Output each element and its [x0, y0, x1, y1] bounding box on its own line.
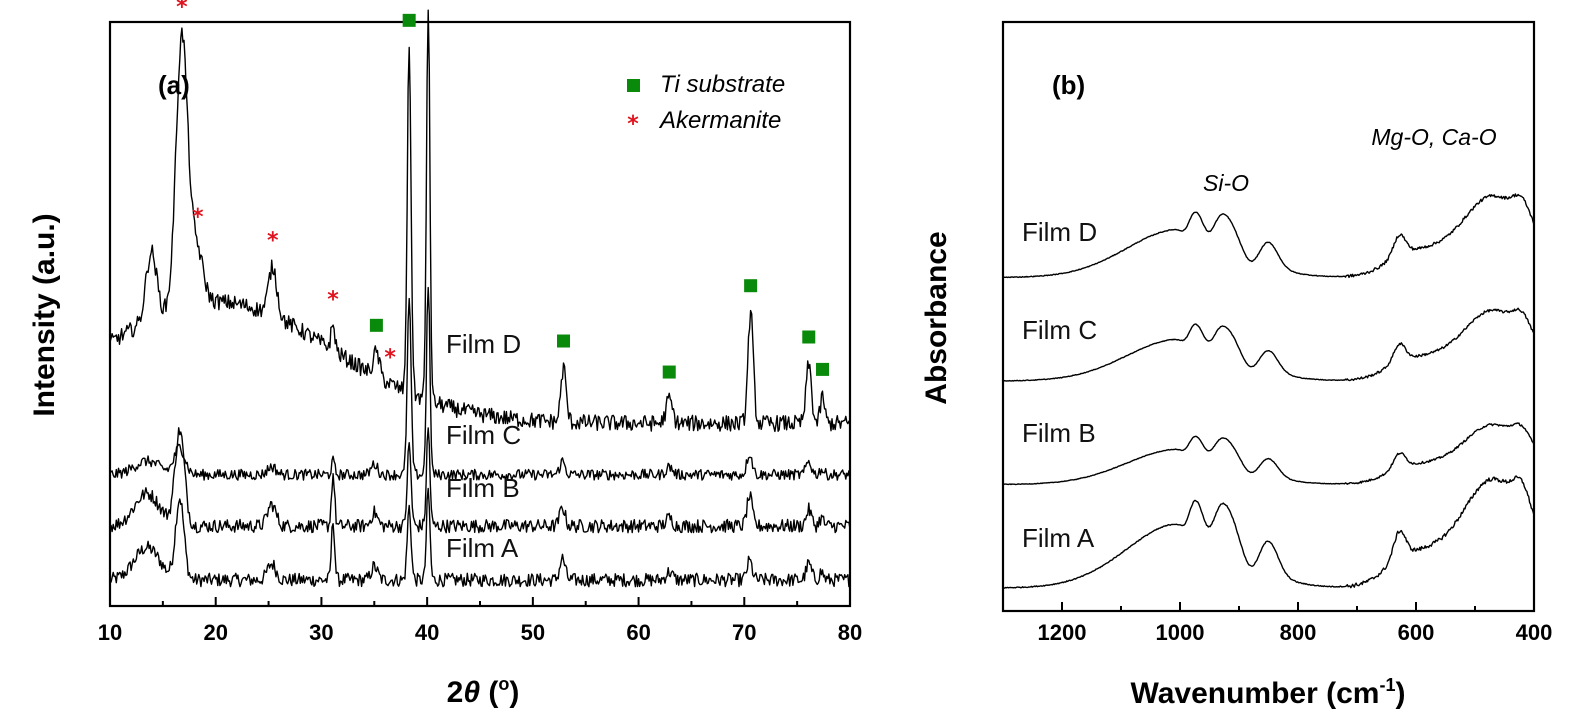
panel-b-x-axis-label: Wavenumber (cm-1) — [1131, 675, 1406, 710]
panel-b-frame — [1001, 20, 1536, 613]
panel-b-film-d-label: Film D — [1022, 217, 1097, 247]
panel-a-y-axis-label: Intensity (a.u.) — [28, 213, 61, 416]
legend-ti-substrate-marker — [627, 79, 640, 92]
panel-b-trace-film-d — [1002, 193, 1535, 279]
ti-substrate-peak-marker — [557, 334, 571, 348]
panel-a-x-tick-label: 20 — [203, 620, 227, 645]
ti-substrate-peak-marker — [402, 13, 416, 27]
ti-substrate-peak-marker — [662, 365, 676, 379]
panel-a-label: (a) — [158, 70, 190, 100]
panel-b-x-tick-label: 600 — [1398, 620, 1435, 645]
panel-b-y-axis-label: Absorbance — [920, 231, 953, 404]
panel-a-x-tick-label: 30 — [309, 620, 333, 645]
panel-a-trace-film-d — [109, 9, 851, 433]
panel-a-x-tick-label: 60 — [626, 620, 650, 645]
akermanite-peak-marker: * — [192, 205, 204, 230]
akermanite-peak-marker: * — [176, 0, 188, 20]
panel-a-x-axis-label: 2θ (o) — [447, 674, 520, 709]
panel-a-film-d-label: Film D — [446, 329, 521, 359]
panel-b: 1200 1000 800 600 400 (b) Si-O Mg-O, Ca-O Fi… — [920, 20, 1553, 710]
panel-b-film-c-label: Film C — [1022, 315, 1097, 345]
panel-a-x-axis: 10 20 30 40 50 60 70 80 — [98, 597, 862, 645]
panel-a-film-c-label: Film C — [446, 420, 521, 450]
panel-a-trace-film-b — [109, 427, 851, 534]
panel-b-label: (b) — [1052, 70, 1085, 100]
panel-a: 10 20 30 40 50 60 70 80 * * * * * (a) Ti substrate … — [28, 0, 862, 709]
akermanite-peak-marker: * — [327, 288, 339, 313]
si-o-band-annotation: Si-O — [1203, 170, 1249, 196]
panel-a-traces — [109, 9, 851, 588]
panel-a-legend: Ti substrate * Akermanite — [627, 71, 785, 137]
legend-akermanite-marker: * — [627, 112, 639, 137]
panel-b-x-tick-label: 1000 — [1156, 620, 1205, 645]
panel-b-trace-film-a — [1002, 475, 1535, 589]
panel-a-trace-film-a — [109, 487, 851, 588]
panel-a-x-tick-label: 50 — [521, 620, 545, 645]
ti-substrate-peak-marker — [816, 362, 830, 376]
panel-b-x-axis: 1200 1000 800 600 400 — [1002, 602, 1553, 645]
ti-substrate-peak-marker — [802, 330, 816, 344]
legend-ti-substrate-label: Ti substrate — [660, 71, 785, 98]
ti-substrate-peak-marker — [744, 279, 758, 293]
panel-a-x-tick-label: 40 — [415, 620, 439, 645]
panel-a-film-a-label: Film A — [446, 533, 519, 563]
panel-a-phase-markers: * * * * * — [176, 0, 830, 379]
panel-a-x-tick-label: 70 — [732, 620, 756, 645]
panel-a-trace-film-c — [109, 286, 851, 481]
akermanite-peak-marker: * — [267, 229, 279, 254]
ti-substrate-peak-marker — [369, 318, 383, 332]
panel-b-x-tick-label: 1200 — [1038, 620, 1087, 645]
panel-b-trace-film-b — [1002, 422, 1535, 486]
panel-b-traces — [1002, 193, 1535, 589]
mg-o-ca-o-band-annotation: Mg-O, Ca-O — [1371, 124, 1496, 150]
panel-b-x-tick-label: 800 — [1280, 620, 1317, 645]
akermanite-peak-marker: * — [384, 345, 396, 370]
panel-b-trace-film-c — [1003, 307, 1535, 382]
panel-a-x-tick-label: 80 — [838, 620, 862, 645]
legend-akermanite-label: Akermanite — [658, 107, 781, 134]
panel-b-x-tick-label: 400 — [1516, 620, 1553, 645]
panel-a-x-tick-label: 10 — [98, 620, 122, 645]
panel-a-film-b-label: Film B — [446, 473, 520, 503]
panel-b-film-b-label: Film B — [1022, 418, 1096, 448]
panel-b-film-a-label: Film A — [1022, 523, 1095, 553]
